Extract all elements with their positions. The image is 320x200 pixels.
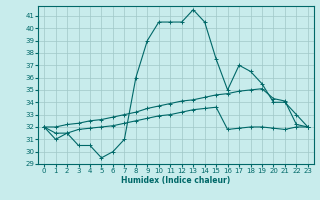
X-axis label: Humidex (Indice chaleur): Humidex (Indice chaleur) [121, 176, 231, 185]
